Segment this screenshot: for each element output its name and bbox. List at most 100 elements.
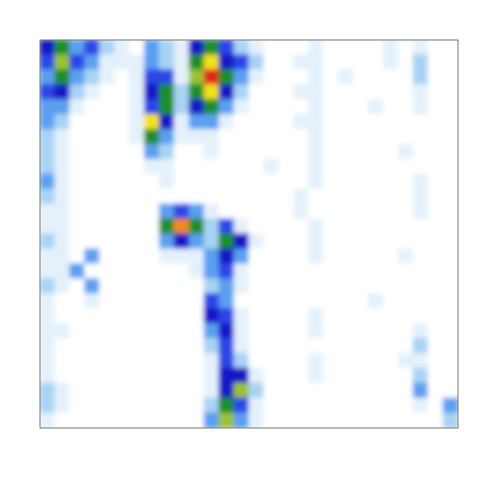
heat-cell [99, 353, 115, 369]
heat-cell [159, 323, 175, 339]
heat-cell [443, 144, 458, 160]
heat-cell [383, 204, 399, 220]
heat-cell [174, 248, 190, 264]
heat-cell [114, 293, 130, 309]
heat-cell [129, 189, 145, 205]
heat-cell [84, 263, 100, 279]
heat-cell [323, 189, 339, 205]
heat-cell [84, 248, 100, 264]
heat-cell [323, 219, 339, 235]
heat-cell [263, 368, 279, 384]
heat-cell [443, 413, 458, 428]
heat-cell [234, 278, 250, 294]
heat-cell [159, 413, 175, 428]
heat-cell [368, 234, 384, 250]
heat-cell [368, 383, 384, 399]
heat-cell [54, 338, 70, 354]
heat-cell [263, 204, 279, 220]
heat-cell [144, 308, 160, 324]
heat-cell [263, 129, 279, 145]
heat-cell [353, 69, 369, 85]
heat-cell [159, 293, 175, 309]
heat-cell [278, 189, 294, 205]
heat-cell [413, 293, 429, 309]
heat-cell [398, 54, 414, 70]
heat-cell [323, 69, 339, 85]
heat-cell [383, 144, 399, 160]
heat-cell [293, 159, 309, 175]
heat-cell [323, 368, 339, 384]
heat-cell [398, 248, 414, 264]
heat-cell [249, 54, 265, 70]
heat-cell [144, 159, 160, 175]
heat-cell [54, 84, 70, 100]
heat-cell [40, 308, 55, 324]
heat-cell [368, 308, 384, 324]
heat-cell [398, 308, 414, 324]
heat-cell [308, 293, 324, 309]
heat-cell [40, 189, 55, 205]
heat-cell [428, 368, 444, 384]
heat-cell [54, 383, 70, 399]
heat-cell [278, 54, 294, 70]
heat-cell [383, 54, 399, 70]
heat-cell [40, 353, 55, 369]
heat-cell [129, 383, 145, 399]
heat-cell [219, 368, 235, 384]
heat-cell [219, 263, 235, 279]
heat-cell [144, 293, 160, 309]
heat-cell [413, 159, 429, 175]
heat-cell [338, 129, 354, 145]
heat-cell [249, 308, 265, 324]
heat-cell [40, 204, 55, 220]
heat-cell [99, 99, 115, 115]
heat-cell [159, 84, 175, 100]
heat-cell [308, 189, 324, 205]
heat-cell [383, 263, 399, 279]
heat-cell [398, 323, 414, 339]
heat-cell [174, 368, 190, 384]
heat-cell [234, 308, 250, 324]
heat-cell [278, 84, 294, 100]
heat-cell [174, 338, 190, 354]
heat-cell [413, 84, 429, 100]
heat-cell [413, 54, 429, 70]
heat-cell [293, 54, 309, 70]
heat-cell [189, 144, 205, 160]
heat-cell [99, 189, 115, 205]
heat-cell [368, 159, 384, 175]
heat-cell [249, 219, 265, 235]
heat-cell [293, 413, 309, 428]
heat-cell [174, 278, 190, 294]
heat-cell [234, 353, 250, 369]
heat-cell [69, 338, 85, 354]
heat-cell [114, 248, 130, 264]
heat-cell [263, 263, 279, 279]
heat-cell [219, 248, 235, 264]
heat-cell [443, 174, 458, 190]
heat-cell [368, 278, 384, 294]
heat-cell [353, 278, 369, 294]
heat-cell [219, 308, 235, 324]
heat-cell [428, 413, 444, 428]
heat-cell [413, 40, 429, 55]
heat-cell [234, 129, 250, 145]
heat-cell [234, 219, 250, 235]
heat-cell [144, 353, 160, 369]
heat-cell [234, 338, 250, 354]
heat-cell [413, 368, 429, 384]
heat-cell [293, 278, 309, 294]
heat-cell [204, 54, 220, 70]
heat-cell [383, 278, 399, 294]
heat-cell [368, 40, 384, 55]
heat-cell [398, 398, 414, 414]
heat-cell [368, 174, 384, 190]
heat-cell [443, 278, 458, 294]
heat-cell [308, 353, 324, 369]
heat-cell [338, 368, 354, 384]
heat-cell [174, 308, 190, 324]
heat-cell [40, 248, 55, 264]
heat-cell [234, 234, 250, 250]
heat-cell [249, 278, 265, 294]
heat-cell [249, 99, 265, 115]
